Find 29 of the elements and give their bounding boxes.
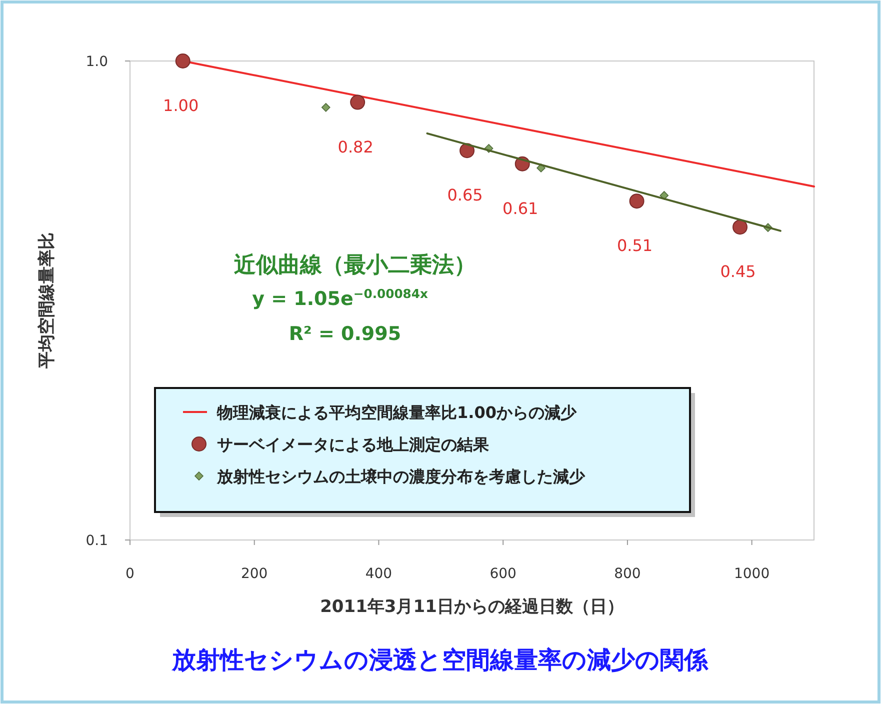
point <box>175 54 190 68</box>
x-tick-label: 800 <box>614 566 641 582</box>
x-axis-title: 2011年3月11日からの経過日数（日） <box>320 597 624 617</box>
data-label: 0.65 <box>447 186 483 205</box>
annotation: 近似曲線（最小二乗法） <box>233 253 476 278</box>
y-tick-label: 1.0 <box>86 54 108 70</box>
data-label: 0.82 <box>338 137 374 156</box>
annotation: y = 1.05e$^{−0.00084x}$ <box>252 287 428 310</box>
y-axis-title: 平均空間線量率比 <box>37 232 57 370</box>
x-tick-label: 400 <box>365 566 392 582</box>
x-tick-label: 600 <box>490 566 516 582</box>
point <box>629 194 644 209</box>
legend-label: 放射性セシウムの土壌中の濃度分布を考慮した減少 <box>216 467 586 486</box>
point <box>732 220 748 235</box>
y-tick-label: 0.1 <box>86 533 108 549</box>
point <box>460 143 475 158</box>
x-tick-label: 200 <box>240 566 268 582</box>
legend-label: サーベイメータによる地上測定の結果 <box>217 435 490 454</box>
legend-label: 物理減衰による平均空間線量率比1.00からの減少 <box>216 403 578 422</box>
annotation: R² = 0.995 <box>288 323 402 345</box>
x-tick-label: 0 <box>126 566 134 582</box>
point <box>350 94 366 110</box>
point <box>321 103 330 112</box>
text: 放射性セシウムの浸透と空間線量率の減少の関係 <box>171 646 709 674</box>
x-tick-label: 1000 <box>734 566 770 582</box>
data-label: 0.45 <box>720 262 756 282</box>
data-label: 1.00 <box>163 96 199 115</box>
data-label: 0.51 <box>616 236 653 256</box>
data-label: 0.61 <box>502 198 538 218</box>
